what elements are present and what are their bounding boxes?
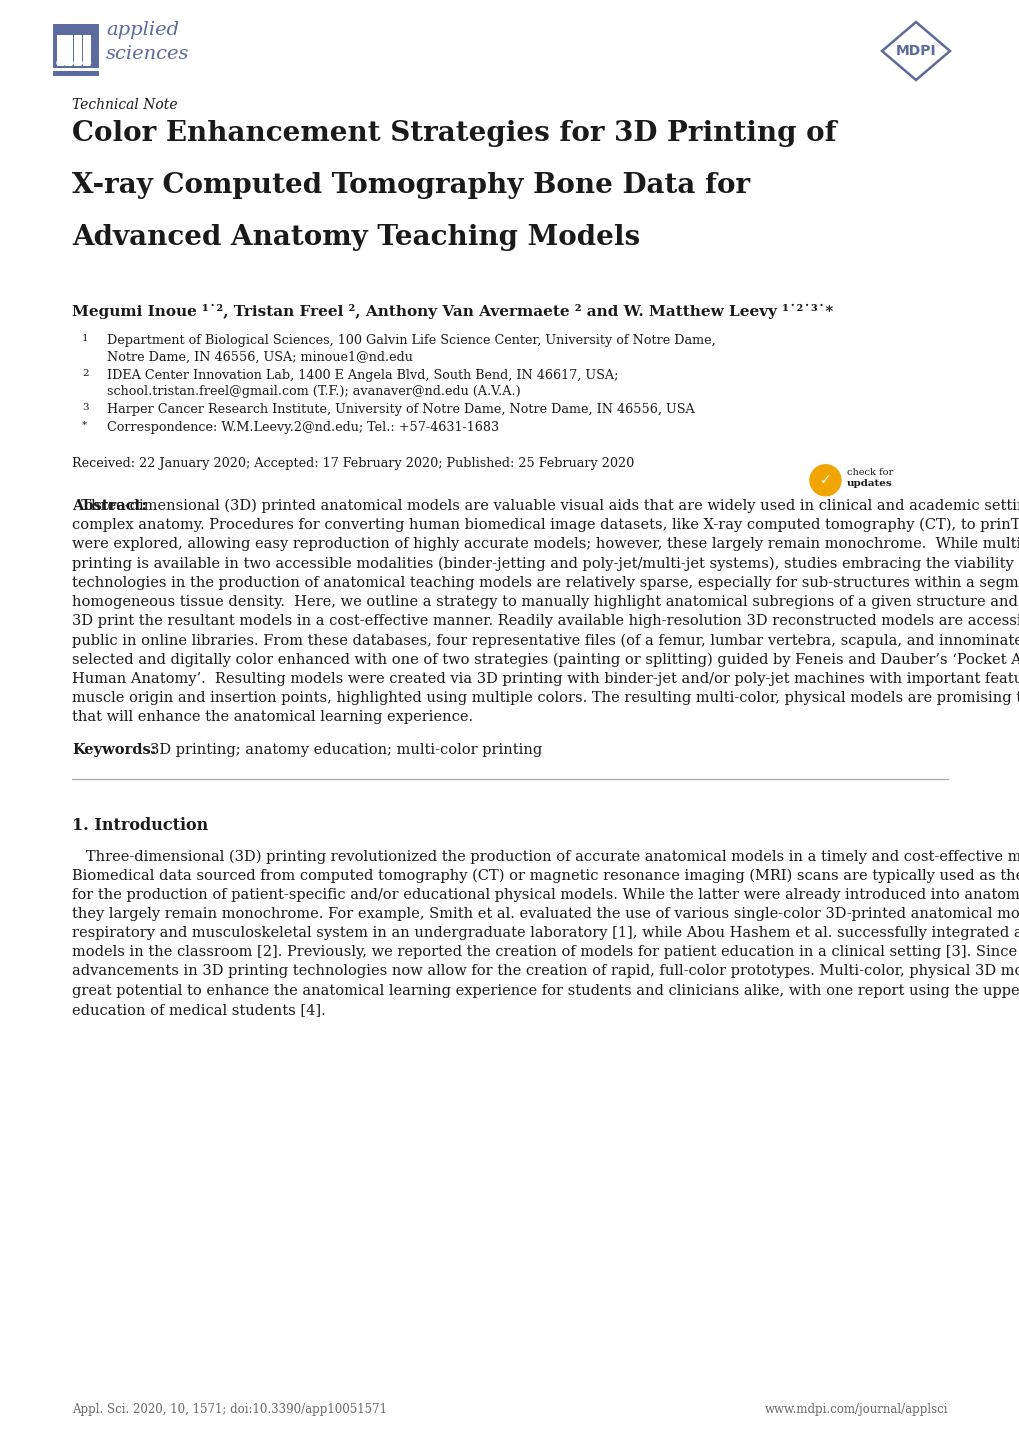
Text: printing is available in two accessible modalities (binder-jetting and poly-jet/: printing is available in two accessible … [72, 557, 1019, 571]
Text: Department of Biological Sciences, 100 Galvin Life Science Center, University of: Department of Biological Sciences, 100 G… [107, 335, 715, 348]
Text: 3: 3 [82, 404, 89, 412]
FancyBboxPatch shape [53, 69, 99, 76]
Text: homogeneous tissue density.  Here, we outline a strategy to manually highlight a: homogeneous tissue density. Here, we out… [72, 594, 1019, 609]
Text: Harper Cancer Research Institute, University of Notre Dame, Notre Dame, IN 46556: Harper Cancer Research Institute, Univer… [107, 404, 694, 417]
Text: 3D printing; anatomy education; multi-color printing: 3D printing; anatomy education; multi-co… [150, 743, 542, 757]
Text: www.mdpi.com/journal/applsci: www.mdpi.com/journal/applsci [764, 1403, 947, 1416]
Text: that will enhance the anatomical learning experience.: that will enhance the anatomical learnin… [72, 709, 473, 724]
Circle shape [83, 59, 91, 66]
Text: ✓: ✓ [819, 473, 830, 487]
Text: Correspondence: W.M.Leevy.2@nd.edu; Tel.: +57-4631-1683: Correspondence: W.M.Leevy.2@nd.edu; Tel.… [107, 421, 498, 434]
Text: school.tristan.freel@gmail.com (T.F.); avanaver@nd.edu (A.V.A.): school.tristan.freel@gmail.com (T.F.); a… [107, 385, 521, 398]
Circle shape [57, 59, 64, 66]
Text: Appl. Sci. 2020, 10, 1571; doi:10.3390/app10051571: Appl. Sci. 2020, 10, 1571; doi:10.3390/a… [72, 1403, 386, 1416]
Text: 1. Introduction: 1. Introduction [72, 818, 208, 835]
FancyBboxPatch shape [53, 68, 99, 71]
Text: great potential to enhance the anatomical learning experience for students and c: great potential to enhance the anatomica… [72, 983, 1019, 998]
Text: models in the classroom [2]. Previously, we reported the creation of models for : models in the classroom [2]. Previously,… [72, 945, 1019, 959]
Text: 3D print the resultant models in a cost-effective manner. Readily available high: 3D print the resultant models in a cost-… [72, 614, 1019, 629]
Text: Biomedical data sourced from computed tomography (CT) or magnetic resonance imag: Biomedical data sourced from computed to… [72, 868, 1019, 883]
Text: check for: check for [846, 467, 893, 477]
Circle shape [74, 59, 82, 66]
Text: MDPI: MDPI [895, 45, 935, 58]
Text: public in online libraries. From these databases, four representative files (of : public in online libraries. From these d… [72, 633, 1019, 647]
FancyBboxPatch shape [53, 65, 99, 68]
FancyBboxPatch shape [74, 35, 82, 63]
Text: Megumi Inoue ¹˙², Tristan Freel ², Anthony Van Avermaete ² and W. Matthew Leevy : Megumi Inoue ¹˙², Tristan Freel ², Antho… [72, 304, 833, 319]
Text: Color Enhancement Strategies for 3D Printing of: Color Enhancement Strategies for 3D Prin… [72, 120, 836, 147]
Text: sciences: sciences [106, 45, 190, 63]
Text: Three-dimensional (3D) printed anatomical models are valuable visual aids that a: Three-dimensional (3D) printed anatomica… [72, 499, 1019, 513]
Text: IDEA Center Innovation Lab, 1400 E Angela Blvd, South Bend, IN 46617, USA;: IDEA Center Innovation Lab, 1400 E Angel… [107, 369, 618, 382]
Text: advancements in 3D printing technologies now allow for the creation of rapid, fu: advancements in 3D printing technologies… [72, 965, 1019, 979]
Text: muscle origin and insertion points, highlighted using multiple colors. The resul: muscle origin and insertion points, high… [72, 691, 1019, 705]
Text: Notre Dame, IN 46556, USA; minoue1@nd.edu: Notre Dame, IN 46556, USA; minoue1@nd.ed… [107, 350, 413, 363]
Text: Technical Note: Technical Note [72, 98, 177, 112]
Text: updates: updates [846, 479, 892, 487]
Text: X-ray Computed Tomography Bone Data for: X-ray Computed Tomography Bone Data for [72, 172, 749, 199]
Text: Abstract:: Abstract: [72, 499, 147, 513]
Text: 1: 1 [82, 335, 89, 343]
Text: Three-dimensional (3D) printing revolutionized the production of accurate anatom: Three-dimensional (3D) printing revoluti… [72, 849, 1019, 864]
FancyBboxPatch shape [53, 25, 99, 76]
Text: Keywords:: Keywords: [72, 743, 156, 757]
Text: were explored, allowing easy reproduction of highly accurate models; however, th: were explored, allowing easy reproductio… [72, 538, 1019, 551]
Text: 2: 2 [82, 369, 89, 378]
Text: applied: applied [106, 20, 179, 39]
FancyBboxPatch shape [65, 35, 72, 63]
Text: *: * [82, 421, 87, 430]
FancyBboxPatch shape [83, 35, 91, 63]
Text: selected and digitally color enhanced with one of two strategies (painting or sp: selected and digitally color enhanced wi… [72, 652, 1019, 666]
Circle shape [809, 464, 841, 496]
Text: they largely remain monochrome. For example, Smith et al. evaluated the use of v: they largely remain monochrome. For exam… [72, 907, 1019, 921]
Text: for the production of patient-specific and/or educational physical models. While: for the production of patient-specific a… [72, 888, 1019, 901]
Text: Received: 22 January 2020; Accepted: 17 February 2020; Published: 25 February 20: Received: 22 January 2020; Accepted: 17 … [72, 457, 634, 470]
Text: Advanced Anatomy Teaching Models: Advanced Anatomy Teaching Models [72, 224, 640, 251]
Text: complex anatomy. Procedures for converting human biomedical image datasets, like: complex anatomy. Procedures for converti… [72, 518, 1019, 532]
Text: technologies in the production of anatomical teaching models are relatively spar: technologies in the production of anatom… [72, 575, 1019, 590]
Text: respiratory and musculoskeletal system in an undergraduate laboratory [1], while: respiratory and musculoskeletal system i… [72, 926, 1019, 940]
FancyBboxPatch shape [57, 35, 64, 63]
Text: Human Anatomy’.  Resulting models were created via 3D printing with binder-jet a: Human Anatomy’. Resulting models were cr… [72, 672, 1019, 685]
Text: education of medical students [4].: education of medical students [4]. [72, 1002, 325, 1017]
Circle shape [65, 59, 72, 66]
